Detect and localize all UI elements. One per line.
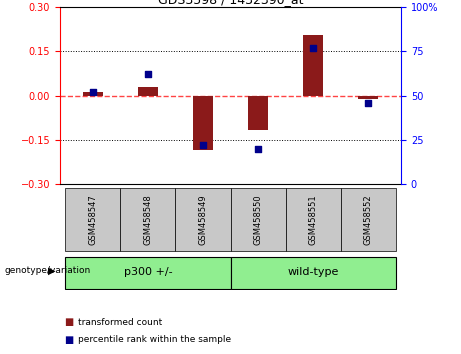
Bar [230,257,396,289]
Text: ■: ■ [65,335,74,345]
Point [254,146,262,152]
Point [144,72,152,77]
Bar [83,92,103,96]
Bar [65,257,230,289]
Bar [230,188,285,251]
Text: GSM458552: GSM458552 [364,194,372,245]
Point [309,45,317,51]
Text: GSM458550: GSM458550 [254,194,262,245]
Bar [285,188,341,251]
Bar [248,96,268,130]
Text: GSM458549: GSM458549 [199,194,207,245]
Bar [138,87,158,96]
Text: ▶: ▶ [48,266,55,276]
Point [364,100,372,105]
Text: wild-type: wild-type [287,267,339,277]
Text: genotype/variation: genotype/variation [5,266,91,275]
Text: GSM458547: GSM458547 [89,194,97,245]
Text: GSM458548: GSM458548 [143,194,153,245]
Bar [303,35,323,96]
Bar [359,96,378,99]
Bar [120,188,176,251]
Point [199,142,207,148]
Bar [341,188,396,251]
Bar [65,188,120,251]
Text: transformed count: transformed count [78,318,163,327]
Text: percentile rank within the sample: percentile rank within the sample [78,335,231,344]
Text: p300 +/-: p300 +/- [124,267,172,277]
Point [89,89,97,95]
Text: ■: ■ [65,317,74,327]
Bar [176,188,230,251]
Text: GSM458551: GSM458551 [308,194,318,245]
Title: GDS3598 / 1432390_at: GDS3598 / 1432390_at [158,0,303,6]
Bar [193,96,213,150]
